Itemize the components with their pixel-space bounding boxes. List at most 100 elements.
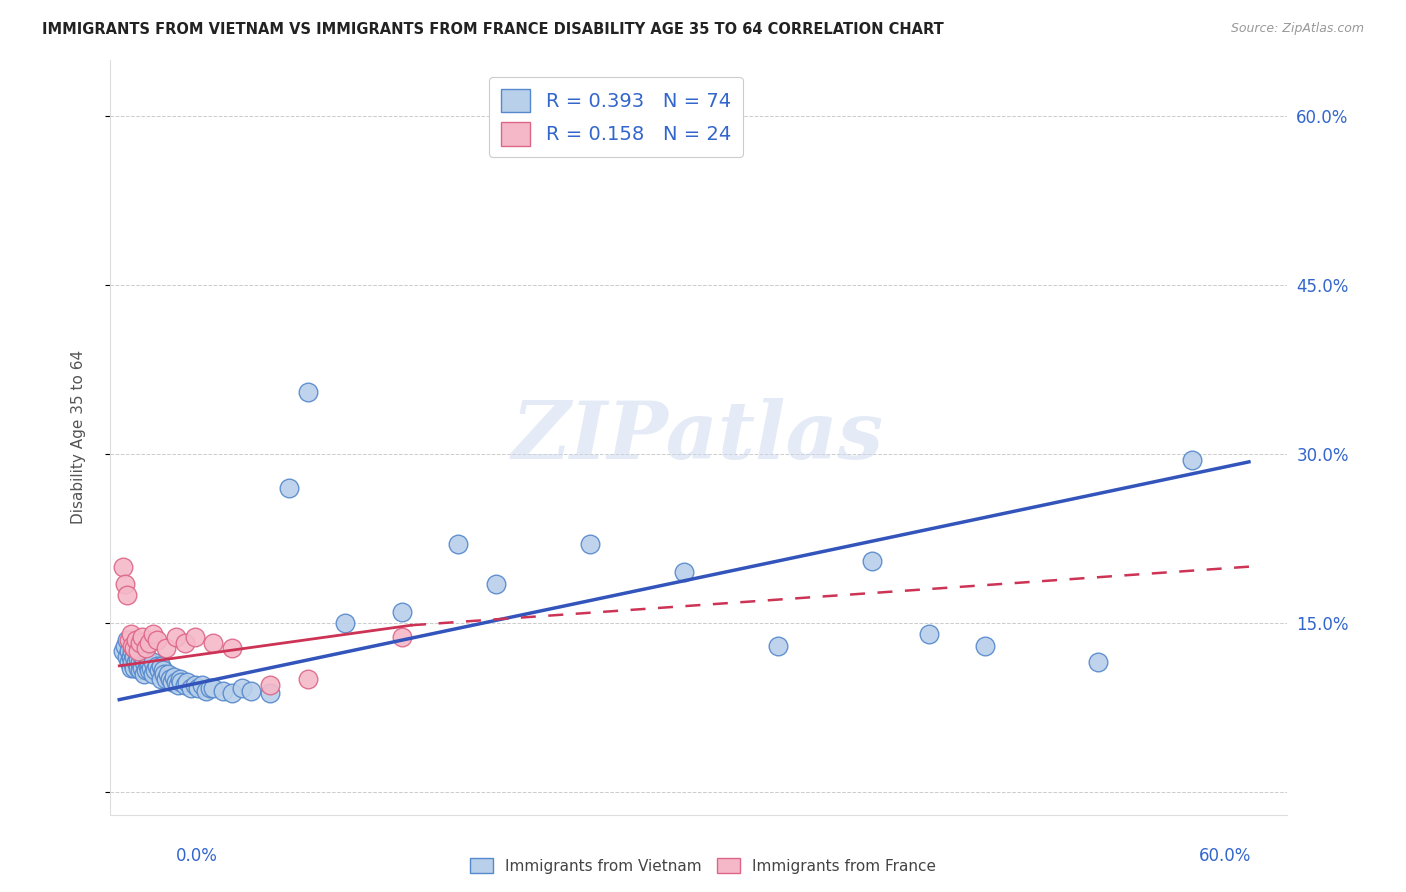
Point	[131, 661, 153, 675]
Text: 60.0%: 60.0%	[1199, 847, 1251, 865]
Point	[121, 639, 143, 653]
Point	[138, 663, 160, 677]
Text: Source: ZipAtlas.com: Source: ZipAtlas.com	[1230, 22, 1364, 36]
Point	[174, 636, 197, 650]
Y-axis label: Disability Age 35 to 64: Disability Age 35 to 64	[72, 350, 86, 524]
Point	[918, 627, 941, 641]
Point	[146, 658, 169, 673]
Point	[120, 627, 142, 641]
Point	[974, 639, 997, 653]
Point	[142, 656, 165, 670]
Legend: Immigrants from Vietnam, Immigrants from France: Immigrants from Vietnam, Immigrants from…	[464, 852, 942, 880]
Point	[125, 656, 148, 670]
Point	[768, 639, 790, 653]
Point	[191, 678, 214, 692]
Point	[335, 615, 357, 630]
Point	[221, 640, 243, 655]
Point	[120, 661, 142, 675]
Point	[259, 686, 281, 700]
Point	[131, 630, 153, 644]
Point	[129, 636, 152, 650]
Point	[153, 666, 176, 681]
Point	[142, 627, 165, 641]
Point	[1181, 452, 1204, 467]
Point	[166, 678, 188, 692]
Point	[136, 652, 159, 666]
Point	[152, 663, 174, 677]
Point	[138, 636, 160, 650]
Point	[163, 670, 186, 684]
Point	[170, 674, 193, 689]
Point	[135, 640, 157, 655]
Point	[297, 384, 319, 399]
Point	[1087, 656, 1109, 670]
Point	[124, 661, 146, 675]
Point	[165, 674, 187, 689]
Point	[115, 588, 138, 602]
Point	[860, 554, 883, 568]
Point	[143, 663, 166, 677]
Point	[121, 656, 143, 670]
Point	[129, 656, 152, 670]
Point	[125, 632, 148, 647]
Point	[157, 666, 180, 681]
Point	[114, 639, 136, 653]
Point	[183, 678, 205, 692]
Point	[148, 663, 170, 677]
Point	[121, 644, 143, 658]
Point	[149, 673, 172, 687]
Point	[155, 640, 177, 655]
Point	[221, 686, 243, 700]
Point	[485, 576, 508, 591]
Point	[120, 649, 142, 664]
Point	[176, 674, 198, 689]
Point	[136, 658, 159, 673]
Text: IMMIGRANTS FROM VIETNAM VS IMMIGRANTS FROM FRANCE DISABILITY AGE 35 TO 64 CORREL: IMMIGRANTS FROM VIETNAM VS IMMIGRANTS FR…	[42, 22, 943, 37]
Point	[132, 666, 155, 681]
Point	[391, 605, 413, 619]
Point	[231, 681, 253, 696]
Point	[115, 632, 138, 647]
Point	[183, 630, 205, 644]
Point	[198, 681, 221, 696]
Point	[115, 649, 138, 664]
Point	[114, 576, 136, 591]
Point	[297, 673, 319, 687]
Point	[149, 658, 172, 673]
Point	[391, 630, 413, 644]
Point	[146, 632, 169, 647]
Point	[180, 681, 202, 696]
Point	[174, 678, 197, 692]
Point	[202, 681, 225, 696]
Point	[129, 663, 152, 677]
Point	[131, 649, 153, 664]
Point	[127, 661, 149, 675]
Text: ZIPatlas: ZIPatlas	[512, 399, 884, 475]
Point	[211, 683, 233, 698]
Point	[112, 644, 135, 658]
Point	[125, 644, 148, 658]
Point	[187, 681, 209, 696]
Point	[673, 566, 696, 580]
Point	[155, 673, 177, 687]
Point	[127, 652, 149, 666]
Legend: R = 0.393   N = 74, R = 0.158   N = 24: R = 0.393 N = 74, R = 0.158 N = 24	[489, 77, 742, 157]
Point	[447, 537, 470, 551]
Point	[135, 663, 157, 677]
Point	[159, 673, 181, 687]
Point	[160, 674, 183, 689]
Point	[579, 537, 602, 551]
Point	[124, 640, 146, 655]
Point	[132, 656, 155, 670]
Point	[127, 644, 149, 658]
Point	[169, 673, 191, 687]
Point	[142, 666, 165, 681]
Point	[141, 661, 163, 675]
Point	[124, 649, 146, 664]
Point	[240, 683, 263, 698]
Point	[202, 636, 225, 650]
Point	[277, 481, 299, 495]
Text: 0.0%: 0.0%	[176, 847, 218, 865]
Point	[194, 683, 217, 698]
Point	[259, 678, 281, 692]
